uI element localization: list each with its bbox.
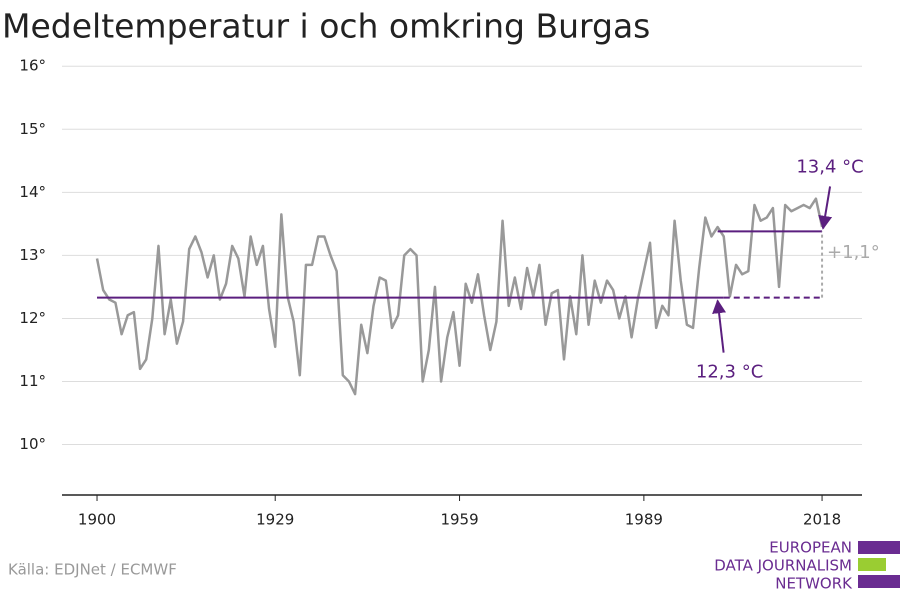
logo-text: DATA JOURNALISM [714,557,852,575]
x-tick-label: 1989 [625,511,663,529]
logo-bar [858,575,900,588]
annotation: +1,1° [827,242,880,263]
line-series [95,197,824,396]
source: Källa: EDJNet / ECMWF [8,561,177,579]
y-tick-label: 13° [19,246,46,264]
annotation: 12,3 °C [696,362,763,383]
y-tick-label: 12° [19,309,46,327]
y-tick-label: 11° [19,372,46,390]
x-tick-label: 1929 [256,511,294,529]
y-tick-label: 15° [19,120,46,138]
chart-title: Medeltemperatur i och omkring Burgas [2,7,650,46]
x-tick-label: 2018 [803,511,841,529]
logo: EUROPEAN DATA JOURNALISM NETWORK [714,539,900,593]
logo-bar [858,558,886,571]
annotation: 13,4 °C [796,156,863,177]
y-tick-label: 10° [19,435,46,453]
annotation-arrow [712,299,727,353]
y-tick-label: 16° [19,57,46,75]
logo-text: NETWORK [775,575,853,593]
logo-bar [858,541,900,554]
annotation-arrow [818,186,833,230]
y-tick-label: 14° [19,183,46,201]
logo-text: EUROPEAN [769,539,852,557]
x-tick-label: 1959 [440,511,478,529]
x-tick-label: 1900 [78,511,116,529]
